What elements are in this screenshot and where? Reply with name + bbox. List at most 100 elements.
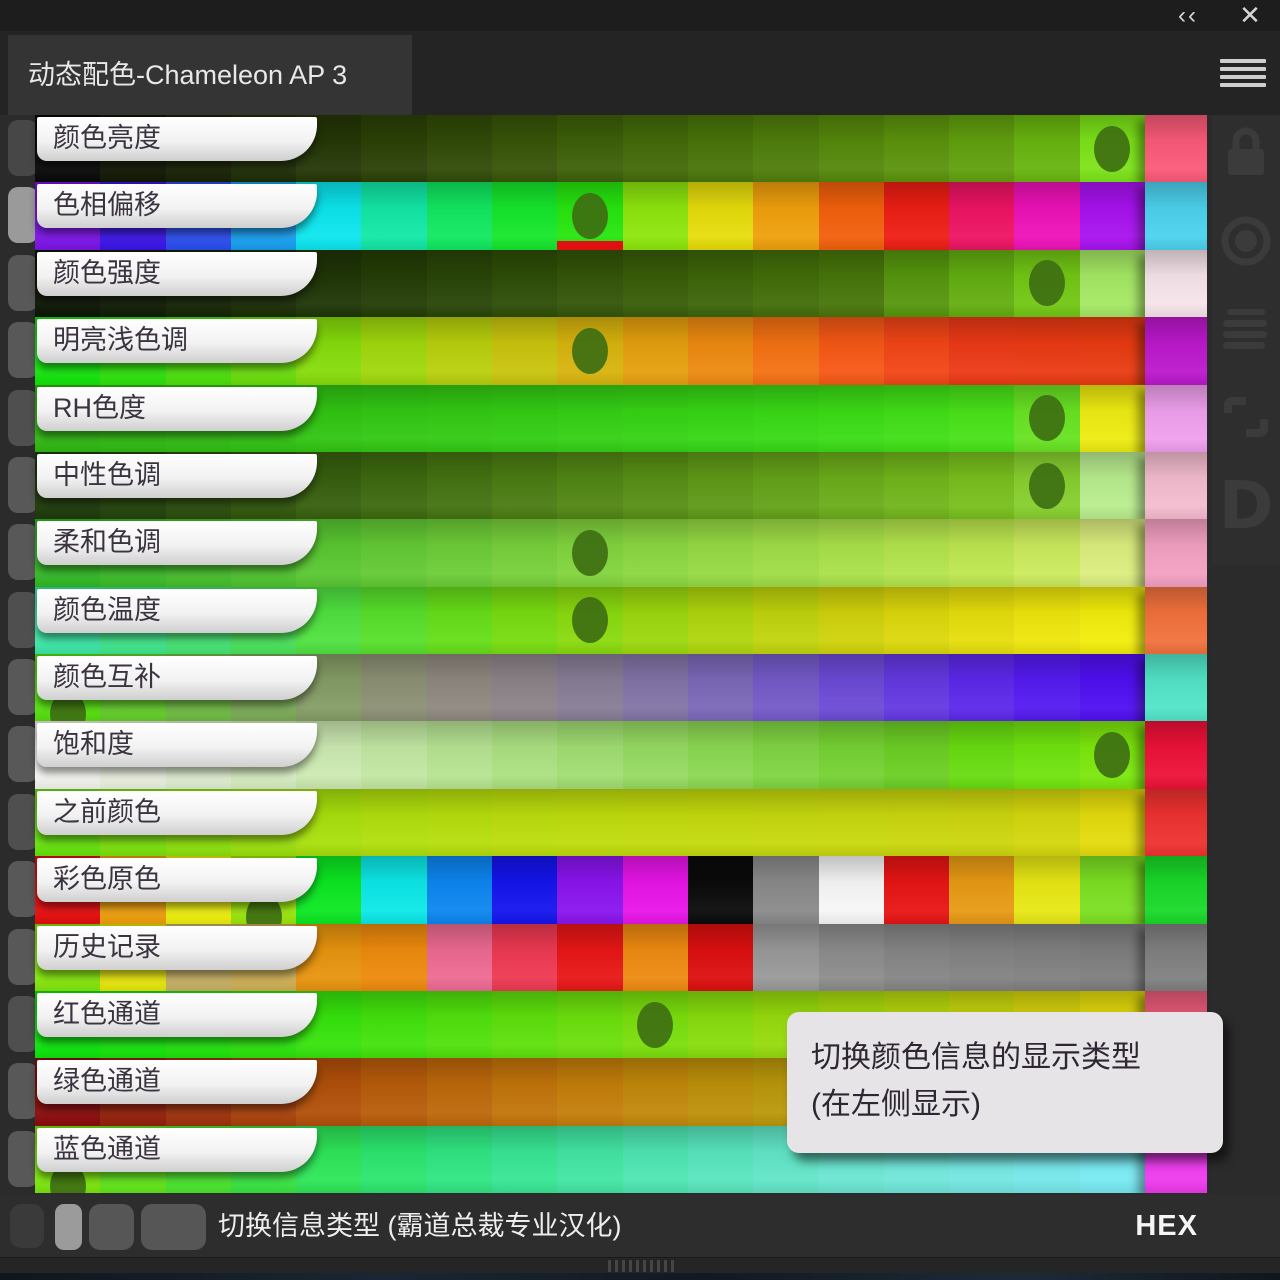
color-swatch[interactable] xyxy=(492,788,558,857)
row-label-tab[interactable]: 彩色原色 xyxy=(37,858,317,903)
color-swatch[interactable] xyxy=(883,249,950,318)
color-swatch[interactable] xyxy=(426,923,493,991)
color-swatch[interactable] xyxy=(622,1058,688,1126)
color-swatch[interactable] xyxy=(1079,451,1146,520)
color-swatch[interactable] xyxy=(492,182,558,250)
color-swatch[interactable] xyxy=(426,1058,493,1126)
row-label-tab[interactable]: RH色度 xyxy=(37,386,317,431)
final-color-swatch[interactable] xyxy=(1145,856,1208,924)
color-swatch[interactable] xyxy=(622,249,688,318)
color-swatch[interactable] xyxy=(492,384,558,452)
color-swatch[interactable] xyxy=(753,721,819,789)
color-swatch[interactable] xyxy=(361,115,427,183)
color-swatch[interactable] xyxy=(361,1125,427,1193)
color-swatch[interactable] xyxy=(426,990,493,1059)
close-icon[interactable]: ✕ xyxy=(1239,0,1261,30)
color-swatch[interactable] xyxy=(1014,654,1080,722)
lock-icon[interactable] xyxy=(1212,115,1280,191)
color-swatch[interactable] xyxy=(949,451,1015,520)
final-color-swatch[interactable] xyxy=(1145,182,1208,250)
color-swatch[interactable] xyxy=(361,519,427,587)
row-tab-stub[interactable] xyxy=(8,726,38,783)
color-swatch[interactable] xyxy=(949,182,1015,250)
color-swatch[interactable] xyxy=(622,519,688,587)
color-swatch[interactable] xyxy=(687,115,754,183)
color-swatch[interactable] xyxy=(492,249,558,318)
color-swatch[interactable] xyxy=(557,384,623,452)
row-label-tab[interactable]: 蓝色通道 xyxy=(37,1127,317,1172)
color-swatch[interactable] xyxy=(361,721,427,789)
color-swatch[interactable] xyxy=(883,451,950,520)
color-swatch[interactable] xyxy=(492,990,558,1059)
final-color-swatch[interactable] xyxy=(1145,384,1208,452)
color-swatch[interactable] xyxy=(883,182,950,250)
color-swatch[interactable] xyxy=(687,1125,754,1193)
row-label-tab[interactable]: 之前颜色 xyxy=(37,790,317,835)
color-swatch[interactable] xyxy=(1079,249,1146,318)
color-swatch[interactable] xyxy=(818,721,884,789)
color-swatch[interactable] xyxy=(361,990,427,1059)
color-swatch[interactable] xyxy=(426,788,493,857)
color-swatch[interactable] xyxy=(1079,519,1146,587)
color-swatch[interactable] xyxy=(622,384,688,452)
color-swatch[interactable] xyxy=(426,519,493,587)
row-label-tab[interactable]: 色相偏移 xyxy=(37,184,317,229)
color-swatch[interactable] xyxy=(492,654,558,722)
row-tab-stub[interactable] xyxy=(8,591,38,648)
color-swatch[interactable] xyxy=(949,721,1015,789)
row-tab-stub[interactable] xyxy=(8,524,38,581)
color-swatch[interactable] xyxy=(557,1125,623,1193)
row-tab-stub[interactable] xyxy=(8,187,38,244)
color-swatch[interactable] xyxy=(622,1125,688,1193)
row-label-tab[interactable]: 饱和度 xyxy=(37,723,317,768)
color-swatch[interactable] xyxy=(492,1125,558,1193)
color-swatch[interactable] xyxy=(753,654,819,722)
color-swatch[interactable] xyxy=(753,856,819,924)
info-type-button-4[interactable] xyxy=(141,1204,206,1250)
color-swatch[interactable] xyxy=(557,856,623,924)
color-swatch[interactable] xyxy=(687,1058,754,1126)
color-swatch[interactable] xyxy=(426,384,493,452)
color-swatch[interactable] xyxy=(361,788,427,857)
row-label-tab[interactable]: 红色通道 xyxy=(37,992,317,1037)
hex-mode-button[interactable]: HEX xyxy=(1135,1210,1198,1242)
color-swatch[interactable] xyxy=(883,923,950,991)
hamburger-menu-icon[interactable] xyxy=(1220,59,1266,89)
color-swatch[interactable] xyxy=(426,115,493,183)
color-swatch[interactable] xyxy=(883,721,950,789)
final-color-swatch[interactable] xyxy=(1145,115,1208,183)
color-swatch[interactable] xyxy=(557,1058,623,1126)
color-swatch[interactable] xyxy=(361,451,427,520)
color-swatch[interactable] xyxy=(492,519,558,587)
row-label-tab[interactable]: 历史记录 xyxy=(37,925,317,970)
row-tab-stub[interactable] xyxy=(8,928,38,985)
color-swatch[interactable] xyxy=(883,317,950,385)
color-swatch[interactable] xyxy=(949,923,1015,991)
color-swatch[interactable] xyxy=(818,923,884,991)
color-swatch[interactable] xyxy=(753,249,819,318)
color-swatch[interactable] xyxy=(1079,788,1146,857)
color-swatch[interactable] xyxy=(1079,317,1146,385)
color-swatch[interactable] xyxy=(622,115,688,183)
color-swatch[interactable] xyxy=(492,1058,558,1126)
resize-grip-icon[interactable] xyxy=(608,1260,674,1272)
color-swatch[interactable] xyxy=(753,115,819,183)
color-swatch[interactable] xyxy=(949,586,1015,654)
color-swatch[interactable] xyxy=(492,923,558,991)
color-swatch[interactable] xyxy=(361,182,427,250)
color-swatch[interactable] xyxy=(687,990,754,1059)
color-swatch[interactable] xyxy=(818,788,884,857)
color-swatch[interactable] xyxy=(361,249,427,318)
color-swatch[interactable] xyxy=(557,115,623,183)
final-color-swatch[interactable] xyxy=(1145,317,1208,385)
color-swatch[interactable] xyxy=(426,317,493,385)
color-swatch[interactable] xyxy=(426,1125,493,1193)
color-swatch[interactable] xyxy=(818,519,884,587)
row-tab-stub[interactable] xyxy=(8,120,38,176)
color-swatch[interactable] xyxy=(1079,856,1146,924)
color-swatch[interactable] xyxy=(949,788,1015,857)
color-swatch[interactable] xyxy=(557,451,623,520)
color-swatch[interactable] xyxy=(687,519,754,587)
color-swatch[interactable] xyxy=(557,923,623,991)
swap-refresh-icon[interactable] xyxy=(1212,379,1280,455)
